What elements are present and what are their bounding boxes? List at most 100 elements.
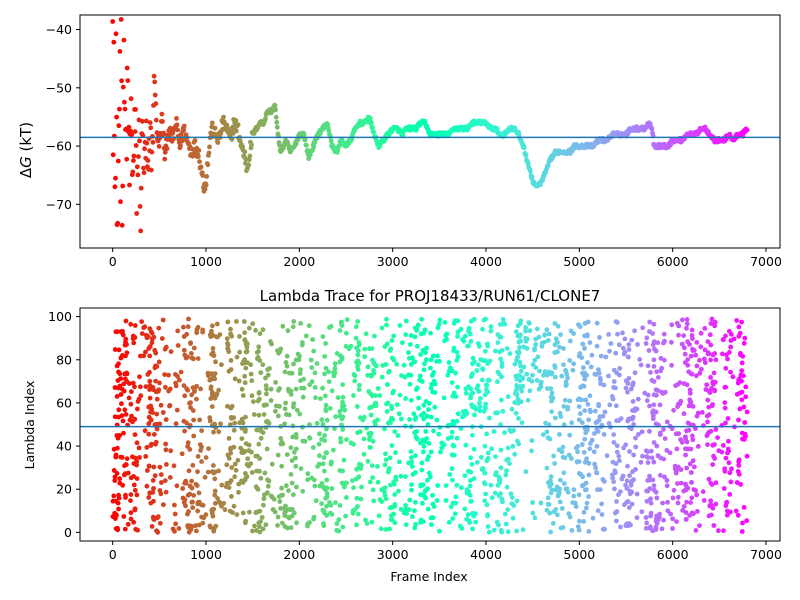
delta-g-point [148, 167, 154, 173]
lambda-point [545, 435, 551, 441]
lambda-point [725, 450, 730, 456]
delta-g-point [195, 154, 201, 159]
lambda-point [408, 372, 414, 378]
lambda-point [268, 386, 274, 392]
lambda-point [293, 435, 299, 440]
lambda-point [216, 387, 222, 393]
lambda-point [242, 337, 248, 343]
lambda-point [446, 520, 452, 525]
lambda-point [290, 434, 296, 440]
lambda-point [256, 412, 262, 418]
lambda-point [414, 328, 420, 333]
lambda-point [144, 483, 150, 489]
lambda-point [240, 448, 245, 453]
delta-g-point [144, 140, 150, 146]
x-tick-label: 7000 [750, 547, 782, 562]
lambda-point [243, 427, 248, 432]
lambda-point [532, 357, 538, 363]
lambda-point [623, 523, 629, 528]
lambda-point [260, 430, 266, 435]
lambda-point [305, 471, 311, 477]
lambda-point [702, 326, 708, 331]
lambda-point [708, 375, 713, 380]
lambda-point [709, 316, 715, 322]
delta-g-point [230, 131, 236, 136]
lambda-point [329, 486, 335, 491]
lambda-point [648, 370, 653, 375]
lambda-point [111, 468, 117, 473]
lambda-point [324, 417, 330, 423]
lambda-point [430, 515, 436, 521]
lambda-point [480, 326, 485, 332]
lambda-point [371, 368, 376, 373]
lambda-point [468, 395, 473, 401]
lambda-point [673, 383, 678, 388]
lambda-point [388, 513, 394, 519]
lambda-point [486, 377, 492, 383]
lambda-point [705, 397, 711, 403]
lambda-point [175, 328, 181, 334]
lambda-point [301, 376, 307, 382]
lambda-point [499, 374, 504, 380]
lambda-point [257, 524, 262, 529]
lambda-point [566, 511, 572, 517]
lambda-point [721, 443, 726, 448]
lambda-point [327, 500, 332, 505]
lambda-point [559, 449, 565, 455]
lambda-point [132, 507, 138, 513]
lambda-point [576, 417, 582, 423]
lambda-point [245, 456, 251, 462]
lambda-point [727, 492, 733, 497]
lambda-point [559, 373, 565, 379]
lambda-point [190, 505, 196, 510]
lambda-point [348, 343, 354, 349]
delta-g-point [744, 127, 750, 133]
lambda-point [403, 318, 409, 324]
lambda-point [640, 325, 646, 331]
lambda-point [150, 478, 156, 483]
lambda-point [454, 435, 460, 441]
lambda-point [241, 319, 247, 324]
lambda-point [185, 511, 190, 517]
lambda-point [553, 415, 558, 421]
lambda-panel: Lambda Trace for PROJ18433/RUN61/CLONE7 … [22, 287, 782, 584]
lambda-point [549, 390, 555, 396]
lambda-point [739, 378, 744, 384]
lambda-point [713, 501, 719, 507]
lambda-point [640, 453, 645, 459]
lambda-point [182, 393, 188, 399]
lambda-point [660, 500, 665, 506]
lambda-point [251, 399, 256, 404]
lambda-point [157, 488, 163, 493]
lambda-point [743, 384, 749, 390]
delta-g-point [202, 186, 208, 192]
delta-g-point [132, 129, 138, 135]
lambda-point [651, 364, 657, 369]
lambda-point [468, 478, 473, 483]
lambda-point [680, 317, 685, 323]
lambda-point [305, 477, 311, 483]
lambda-point [632, 370, 638, 376]
delta-g-point [133, 143, 139, 148]
lambda-point [503, 521, 509, 527]
lambda-point [454, 482, 460, 488]
lambda-point [210, 323, 215, 329]
lambda-point [728, 338, 734, 343]
lambda-point [397, 323, 403, 328]
lambda-point [670, 495, 676, 501]
delta-g-point [178, 143, 183, 148]
lambda-point [736, 457, 742, 463]
lambda-point [163, 441, 169, 447]
lambda-point [438, 449, 443, 455]
lambda-point [544, 429, 550, 435]
lambda-point [457, 523, 463, 529]
lambda-point [505, 394, 511, 399]
lambda-point [611, 479, 616, 485]
lambda-point [333, 500, 338, 505]
lambda-point [473, 519, 478, 525]
lambda-point [496, 493, 502, 498]
lambda-point [462, 473, 468, 479]
lambda-point [282, 406, 288, 412]
lambda-point [373, 363, 379, 368]
lambda-point [488, 324, 494, 329]
